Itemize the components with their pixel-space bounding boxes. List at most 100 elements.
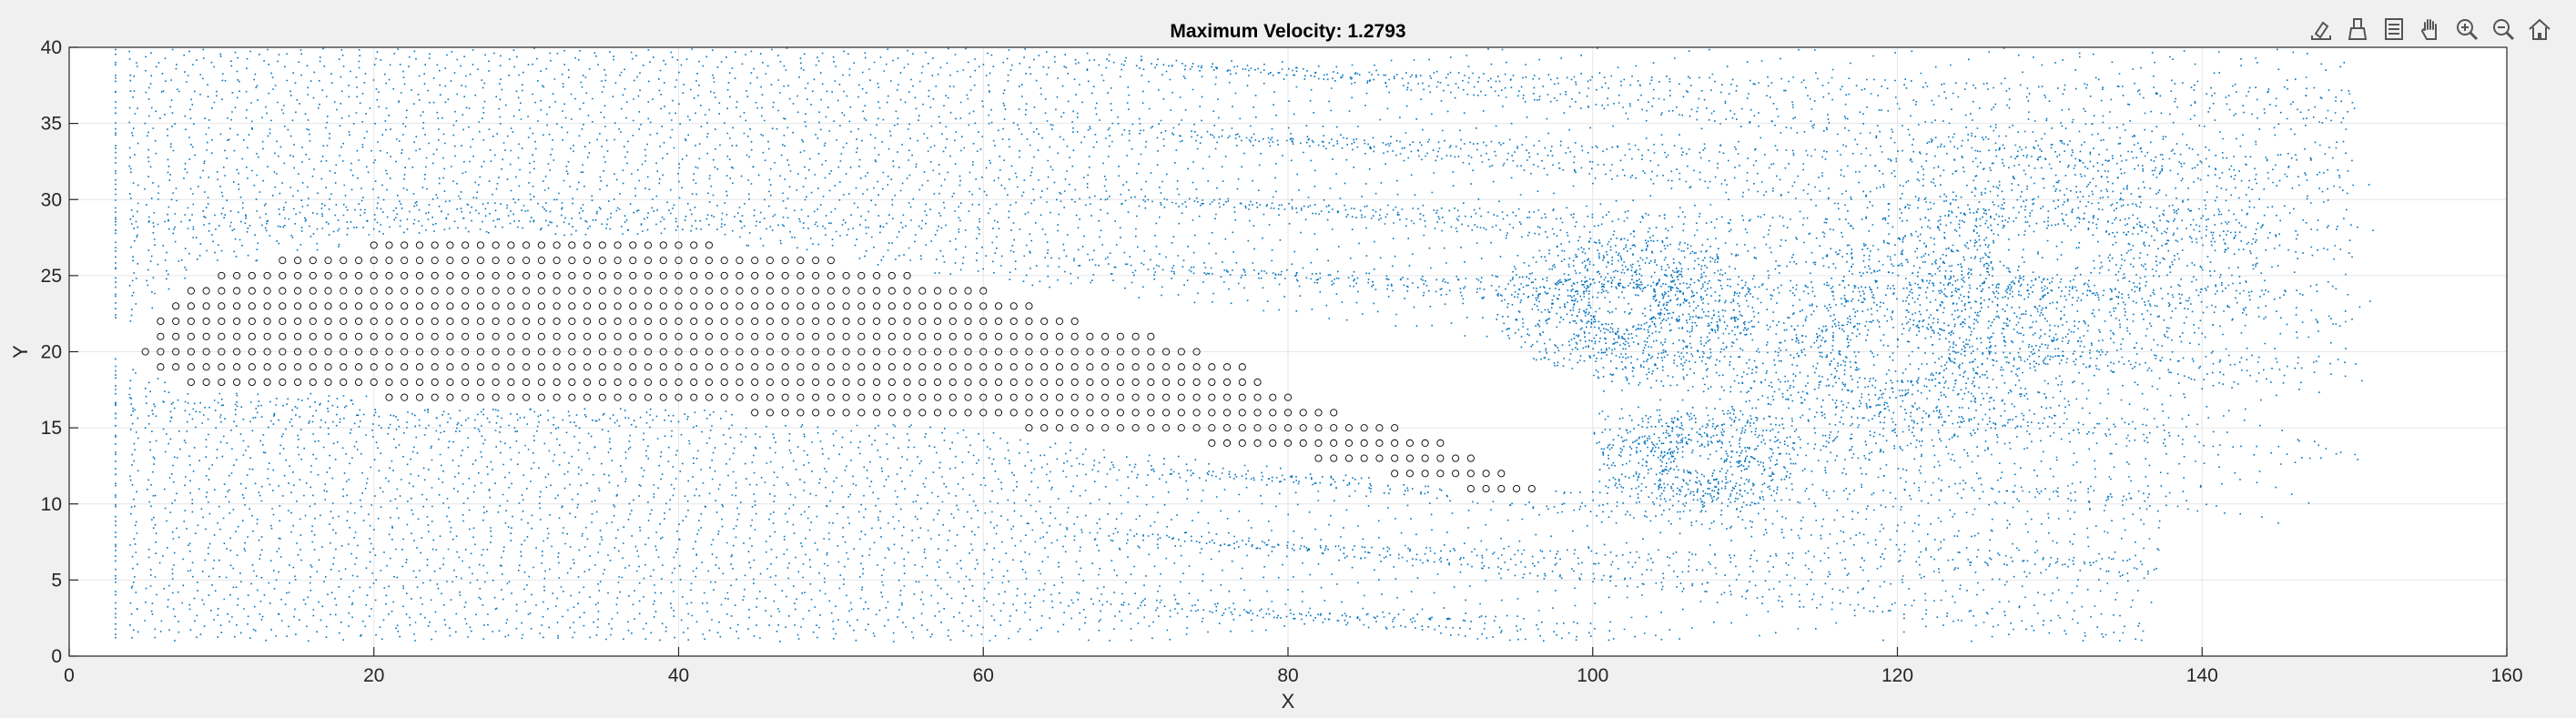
obstacle-point [933, 287, 942, 295]
y-tick-label: 15 [41, 418, 62, 439]
obstacle-point [918, 363, 927, 371]
obstacle-point [385, 363, 393, 371]
obstacle-point [720, 302, 728, 310]
obstacle-point [1452, 470, 1460, 478]
obstacle-point [614, 287, 622, 295]
obstacle-point [964, 348, 972, 356]
obstacle-point [964, 363, 972, 371]
obstacle-point [522, 348, 531, 356]
obstacle-point [887, 317, 896, 326]
x-tick-label: 20 [363, 665, 384, 686]
obstacle-point [553, 393, 561, 401]
obstacle-point [1466, 454, 1475, 462]
obstacle-point [279, 287, 287, 295]
obstacle-point [705, 332, 714, 340]
obstacle-point [948, 409, 957, 417]
obstacle-point [1238, 393, 1246, 401]
obstacle-point [279, 378, 287, 387]
obstacle-point [964, 409, 972, 417]
obstacle-point [218, 363, 226, 371]
obstacle-point [644, 241, 653, 249]
obstacle-point [659, 363, 667, 371]
obstacle-point [735, 287, 744, 295]
obstacle-point [1330, 424, 1338, 432]
obstacle-point [401, 241, 409, 249]
obstacle-point [1040, 378, 1049, 387]
obstacle-point [537, 348, 545, 356]
obstacle-point [461, 363, 470, 371]
obstacle-point [735, 257, 744, 265]
obstacle-point [1131, 409, 1140, 417]
obstacle-point [842, 317, 850, 326]
obstacle-point [492, 257, 500, 265]
obstacle-point [1238, 439, 1246, 447]
obstacle-point [370, 241, 378, 249]
obstacle-point [324, 332, 332, 340]
obstacle-point [1405, 439, 1414, 447]
obstacle-point [857, 393, 866, 401]
zoom-out-button[interactable] [2487, 13, 2520, 46]
obstacle-point [614, 317, 622, 326]
obstacle-point [492, 271, 500, 279]
obstacle-point [279, 332, 287, 340]
obstacle-point [1177, 409, 1185, 417]
obstacle-point [674, 257, 683, 265]
obstacle-point [385, 393, 393, 401]
obstacle-point [1375, 454, 1384, 462]
obstacle-point [614, 257, 622, 265]
obstacle-point [1055, 424, 1063, 432]
obstacle-point [720, 257, 728, 265]
brush-button[interactable] [2341, 13, 2374, 46]
obstacle-point [827, 287, 835, 295]
pan-icon [2420, 19, 2437, 40]
obstacle-point [1421, 454, 1429, 462]
obstacle-point [887, 363, 896, 371]
obstacle-point [401, 287, 409, 295]
obstacle-point [324, 257, 332, 265]
obstacle-point [994, 378, 1003, 387]
obstacle-point [1360, 454, 1368, 462]
obstacle-markers [141, 241, 1536, 493]
obstacle-point [766, 348, 774, 356]
obstacle-point [994, 348, 1003, 356]
obstacle-point [340, 363, 348, 371]
obstacle-point [948, 393, 957, 401]
obstacle-point [415, 257, 424, 265]
export-button[interactable] [2305, 13, 2338, 46]
obstacle-point [385, 257, 393, 265]
obstacle-point [233, 287, 241, 295]
obstacle-point [812, 317, 820, 326]
obstacle-point [1405, 470, 1414, 478]
obstacle-point [1208, 363, 1216, 371]
obstacle-point [1101, 378, 1110, 387]
obstacle-point [948, 302, 957, 310]
obstacle-point [857, 287, 866, 295]
obstacle-point [735, 332, 744, 340]
obstacle-point [1025, 302, 1033, 310]
obstacle-point [568, 257, 576, 265]
obstacle-point [415, 378, 424, 387]
pan-button[interactable] [2414, 13, 2447, 46]
obstacle-point [431, 348, 439, 356]
home-button[interactable] [2523, 13, 2556, 46]
obstacle-point [263, 302, 271, 310]
obstacle-point [812, 409, 820, 417]
obstacle-point [751, 332, 759, 340]
obstacle-point [796, 409, 805, 417]
obstacle-point [1360, 439, 1368, 447]
obstacle-point [720, 317, 728, 326]
obstacle-point [796, 317, 805, 326]
obstacle-point [887, 393, 896, 401]
obstacle-point [522, 393, 531, 401]
obstacle-point [370, 271, 378, 279]
obstacle-point [553, 363, 561, 371]
obstacle-point [522, 378, 531, 387]
obstacle-point [233, 363, 241, 371]
obstacle-point [1131, 348, 1140, 356]
obstacle-point [873, 378, 881, 387]
obstacle-point [354, 363, 363, 371]
legend-button[interactable] [2378, 13, 2410, 46]
zoom-in-button[interactable] [2450, 13, 2483, 46]
obstacle-point [476, 332, 484, 340]
obstacle-point [598, 257, 606, 265]
